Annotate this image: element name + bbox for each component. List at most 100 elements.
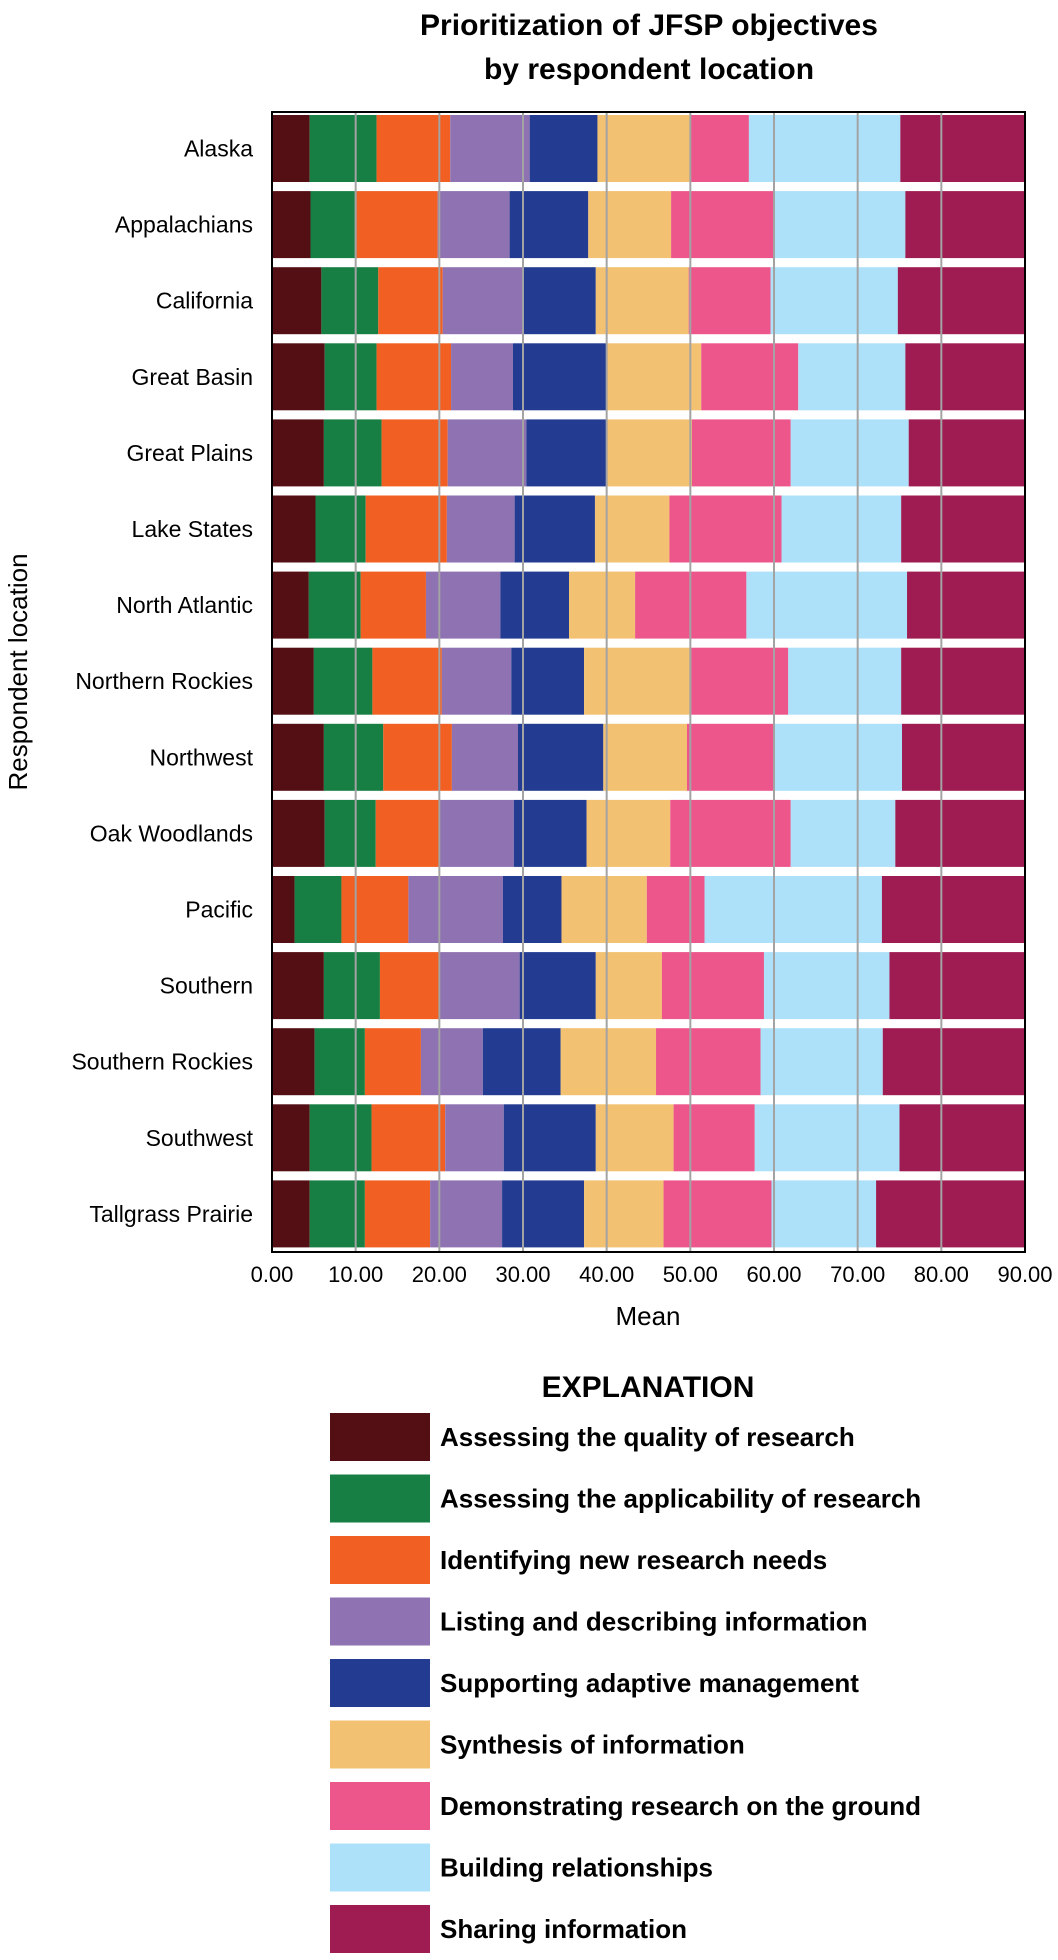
bar-segment (690, 115, 749, 182)
bar-segment (441, 647, 512, 715)
legend-swatch (330, 1597, 430, 1646)
bar-segment (450, 115, 530, 182)
bar-segment (704, 876, 882, 943)
legend-label: Synthesis of information (440, 1730, 745, 1760)
bar-segment (513, 799, 587, 867)
bar-segment (310, 191, 355, 259)
bar-segment (774, 191, 906, 259)
category-label: Great Plains (126, 440, 253, 466)
bar-segment (512, 343, 607, 411)
bar-segment (294, 876, 342, 943)
bar-segment (354, 191, 438, 259)
bar-segment (671, 191, 775, 259)
category-label: Great Basin (132, 364, 253, 390)
bar-segment (902, 723, 1025, 791)
bar-segment (905, 343, 1025, 411)
bar-segment (595, 1104, 674, 1172)
bar-segment (502, 876, 562, 943)
category-label: Tallgrass Prairie (89, 1201, 253, 1227)
bar-segment (646, 876, 705, 943)
bar-segment (569, 571, 636, 639)
x-tick-label: 50.00 (663, 1262, 718, 1287)
x-axis-label: Mean (615, 1301, 680, 1331)
bar-segment (606, 343, 702, 411)
legend-swatch (330, 1905, 430, 1953)
x-tick-label: 80.00 (914, 1262, 969, 1287)
bar-segment (661, 952, 764, 1020)
bar-segment (901, 495, 1025, 563)
bar-segment (900, 115, 1025, 182)
y-axis-label: Respondent location (3, 553, 33, 790)
bar-segment (882, 1028, 1025, 1096)
bar-segment (895, 799, 1025, 867)
bar-segment (500, 571, 570, 639)
gridlines (354, 112, 943, 1252)
x-tick-label: 60.00 (746, 1262, 801, 1287)
bar-segment (901, 647, 1025, 715)
chart-title-line-2: by respondent location (484, 53, 814, 86)
legend-label: Assessing the quality of research (440, 1422, 855, 1452)
bar-segment (323, 723, 384, 791)
bar-segment (437, 191, 510, 259)
bar-segment (341, 876, 409, 943)
legend-label: Identifying new research needs (440, 1545, 827, 1575)
legend-swatch (330, 1720, 430, 1769)
bar-segment (445, 1104, 504, 1172)
bar-segment (519, 952, 596, 1020)
bar-segment (691, 647, 789, 715)
bar-segment (588, 191, 672, 259)
bar-segment (514, 495, 595, 563)
bar-segment (595, 267, 689, 335)
bar-segment (897, 267, 1025, 335)
bar-segment (790, 799, 896, 867)
bar-segment (584, 647, 692, 715)
legend: Assessing the quality of research Assessi… (330, 1413, 921, 1953)
bar-segment (701, 343, 799, 411)
bar-segment (561, 876, 647, 943)
bar-segment (446, 495, 515, 563)
bar-segment (309, 1104, 372, 1172)
bar-segment (442, 267, 524, 335)
bar-segment (430, 1180, 503, 1248)
x-tick-label: 70.00 (830, 1262, 885, 1287)
bar-segment (451, 723, 518, 791)
bar-segment (321, 267, 379, 335)
bar-segment (771, 1180, 877, 1248)
bar-segment (603, 723, 687, 791)
bar-segment (788, 647, 902, 715)
bar-segment (482, 1028, 561, 1096)
bar-segment (324, 799, 376, 867)
legend-swatch (330, 1659, 430, 1707)
bar-segment (763, 952, 890, 1020)
category-label: North Atlantic (116, 592, 253, 618)
bar-segment (313, 647, 373, 715)
bar-segment (425, 571, 501, 639)
bar-segment (905, 191, 1025, 259)
x-tick-label: 40.00 (579, 1262, 634, 1287)
bar-segment (754, 1104, 900, 1172)
bar-segment (383, 723, 452, 791)
bar-segment (378, 267, 443, 335)
bar-segment (381, 419, 448, 487)
bar-segment (272, 952, 324, 1020)
bar-segment (272, 1028, 315, 1096)
bar-segment (908, 419, 1025, 487)
bar-segment (308, 571, 361, 639)
legend-label: Demonstrating research on the ground (440, 1791, 921, 1821)
legend-swatch (330, 1413, 430, 1461)
bar-segment (272, 115, 310, 182)
bar-segment (314, 1028, 365, 1096)
category-label: Oak Woodlands (90, 820, 253, 846)
bar-segment (272, 419, 324, 487)
bar-segment (606, 419, 693, 487)
legend-swatch (330, 1536, 430, 1584)
bar-segment (881, 876, 1025, 943)
category-label: Appalachians (115, 212, 253, 238)
bar-segment (669, 495, 782, 563)
bar-segment (438, 952, 520, 1020)
x-tick-label: 0.00 (251, 1262, 294, 1287)
bar-segment (686, 723, 774, 791)
bar-segment (365, 495, 447, 563)
bar-segment (272, 723, 324, 791)
